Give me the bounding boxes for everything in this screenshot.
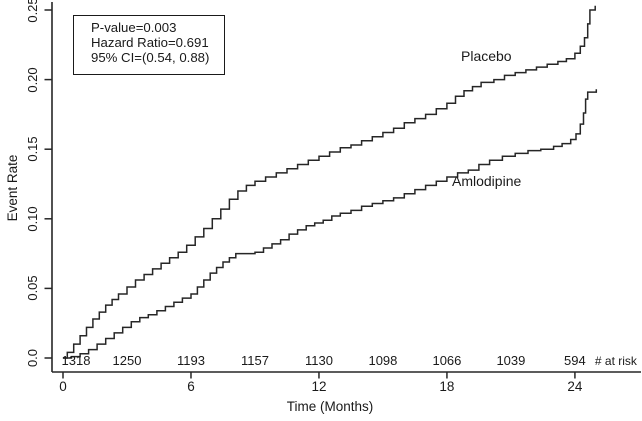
y-tick-label: 0.15: [25, 136, 40, 162]
x-tick-label: 12: [311, 379, 327, 394]
y-tick-label: 0.20: [25, 66, 40, 93]
at-risk-count: 1098: [368, 353, 398, 368]
at-risk-caption: # at risk: [594, 354, 637, 368]
placebo-curve-label: Placebo: [461, 48, 512, 64]
x-tick-label: 0: [59, 379, 67, 394]
x-tick-label: 6: [187, 379, 195, 394]
at-risk-count: 1250: [112, 353, 142, 368]
at-risk-count: 1066: [432, 353, 462, 368]
placebo-curve: [63, 5, 596, 359]
p-value-text: P-value=0.003: [91, 20, 177, 35]
y-axis-title: Event Rate: [5, 154, 20, 222]
confidence-interval-text: 95% CI=(0.54, 0.88): [91, 50, 210, 65]
y-tick-label: 0.0: [25, 348, 40, 368]
y-tick-label: 0.25: [25, 0, 40, 23]
at-risk-count: 1157: [240, 353, 269, 368]
amlodipine-curve: [63, 89, 598, 359]
at-risk-count: 1193: [176, 353, 205, 368]
stats-annotation-box: P-value=0.003 Hazard Ratio=0.691 95% CI=…: [73, 15, 225, 75]
y-tick-label: 0.10: [25, 206, 40, 232]
at-risk-count: 594: [564, 353, 586, 368]
hazard-ratio-text: Hazard Ratio=0.691: [91, 35, 209, 50]
x-tick-label: 18: [439, 379, 455, 394]
amlodipine-curve-label: Amlodipine: [452, 173, 522, 189]
at-risk-count: 1318: [61, 353, 91, 368]
x-axis-title: Time (Months): [286, 399, 374, 414]
y-tick-label: 0.05: [25, 275, 40, 302]
x-tick-label: 24: [567, 379, 583, 394]
at-risk-count: 1130: [304, 353, 333, 368]
at-risk-count: 1039: [496, 353, 526, 368]
